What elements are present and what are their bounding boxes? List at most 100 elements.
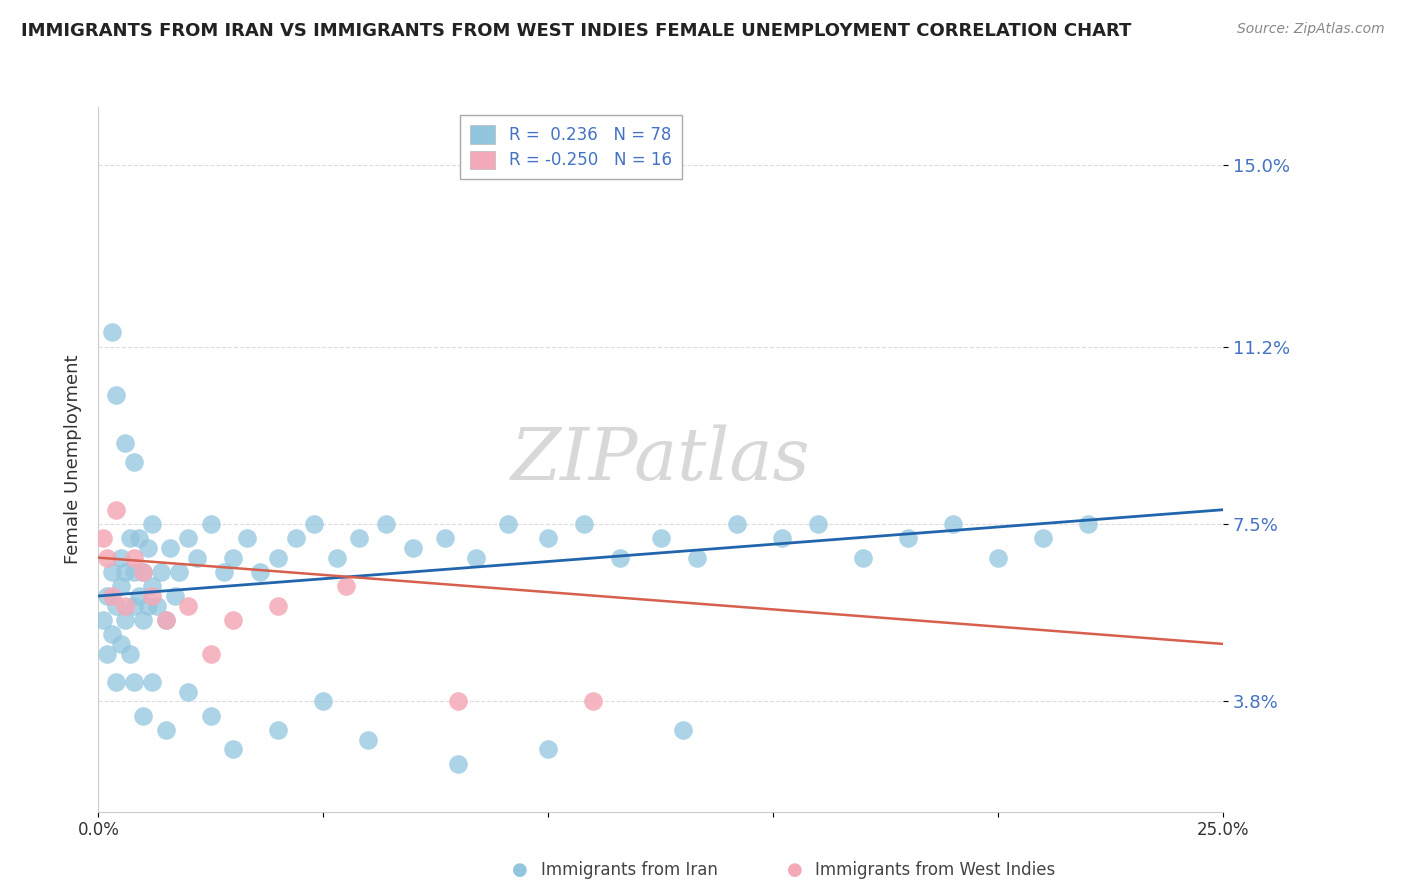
Point [582,694,605,708]
Point [128,589,150,603]
Point [124,565,146,579]
Text: IMMIGRANTS FROM IRAN VS IMMIGRANTS FROM WEST INDIES FEMALE UNEMPLOYMENT CORRELAT: IMMIGRANTS FROM IRAN VS IMMIGRANTS FROM … [21,22,1132,40]
Point [807,517,830,532]
Point [987,550,1010,565]
Point [124,599,146,613]
Point [114,599,136,613]
Point [725,517,748,532]
Point [110,579,132,593]
Point [146,599,169,613]
Point [132,565,155,579]
Point [136,541,159,555]
Point [105,675,128,690]
Point [101,589,124,603]
Point [222,550,245,565]
Point [132,565,155,579]
Text: ZIPatlas: ZIPatlas [510,424,811,495]
Point [465,550,488,565]
Point [214,565,236,579]
Point [200,517,222,532]
Point [267,723,290,738]
Point [852,550,875,565]
Point [609,550,631,565]
Point [650,532,672,546]
Point [118,647,141,661]
Point [136,599,159,613]
Point [105,502,128,516]
Point [163,589,186,603]
Point [770,532,793,546]
Point [672,723,695,738]
Point [150,565,173,579]
Legend: R =  0.236   N = 78, R = -0.250   N = 16: R = 0.236 N = 78, R = -0.250 N = 16 [460,115,682,179]
Point [222,613,245,627]
Point [897,532,920,546]
Point [177,599,200,613]
Point [447,756,470,771]
Point [326,550,349,565]
Point [141,579,163,593]
Point [101,565,124,579]
Point [110,637,132,651]
Point [114,435,136,450]
Point [101,627,124,641]
Point [128,532,150,546]
Point [349,532,371,546]
Y-axis label: Female Unemployment: Female Unemployment [63,355,82,564]
Text: ●: ● [512,861,529,879]
Point [141,517,163,532]
Point [124,675,146,690]
Point [574,517,596,532]
Point [267,599,290,613]
Point [236,532,259,546]
Point [132,709,155,723]
Point [169,565,191,579]
Point [537,742,560,756]
Point [267,550,290,565]
Point [222,742,245,756]
Point [312,694,335,708]
Point [537,532,560,546]
Point [402,541,425,555]
Point [335,579,357,593]
Point [96,647,118,661]
Text: Source: ZipAtlas.com: Source: ZipAtlas.com [1237,22,1385,37]
Text: Immigrants from West Indies: Immigrants from West Indies [815,861,1056,879]
Point [186,550,208,565]
Point [942,517,965,532]
Point [96,589,118,603]
Point [686,550,709,565]
Text: Immigrants from Iran: Immigrants from Iran [541,861,718,879]
Point [447,694,470,708]
Point [105,387,128,401]
Point [1032,532,1054,546]
Point [155,613,177,627]
Point [118,532,141,546]
Point [200,647,222,661]
Point [285,532,308,546]
Point [105,599,128,613]
Text: ●: ● [786,861,803,879]
Point [124,455,146,469]
Point [110,550,132,565]
Point [249,565,271,579]
Point [433,532,456,546]
Point [375,517,398,532]
Point [1077,517,1099,532]
Point [141,589,163,603]
Point [200,709,222,723]
Point [159,541,181,555]
Point [357,732,380,747]
Point [101,326,124,340]
Point [155,613,177,627]
Point [304,517,326,532]
Point [496,517,519,532]
Point [177,532,200,546]
Point [96,550,118,565]
Point [132,613,155,627]
Point [155,723,177,738]
Point [91,613,114,627]
Point [114,613,136,627]
Point [177,685,200,699]
Point [141,675,163,690]
